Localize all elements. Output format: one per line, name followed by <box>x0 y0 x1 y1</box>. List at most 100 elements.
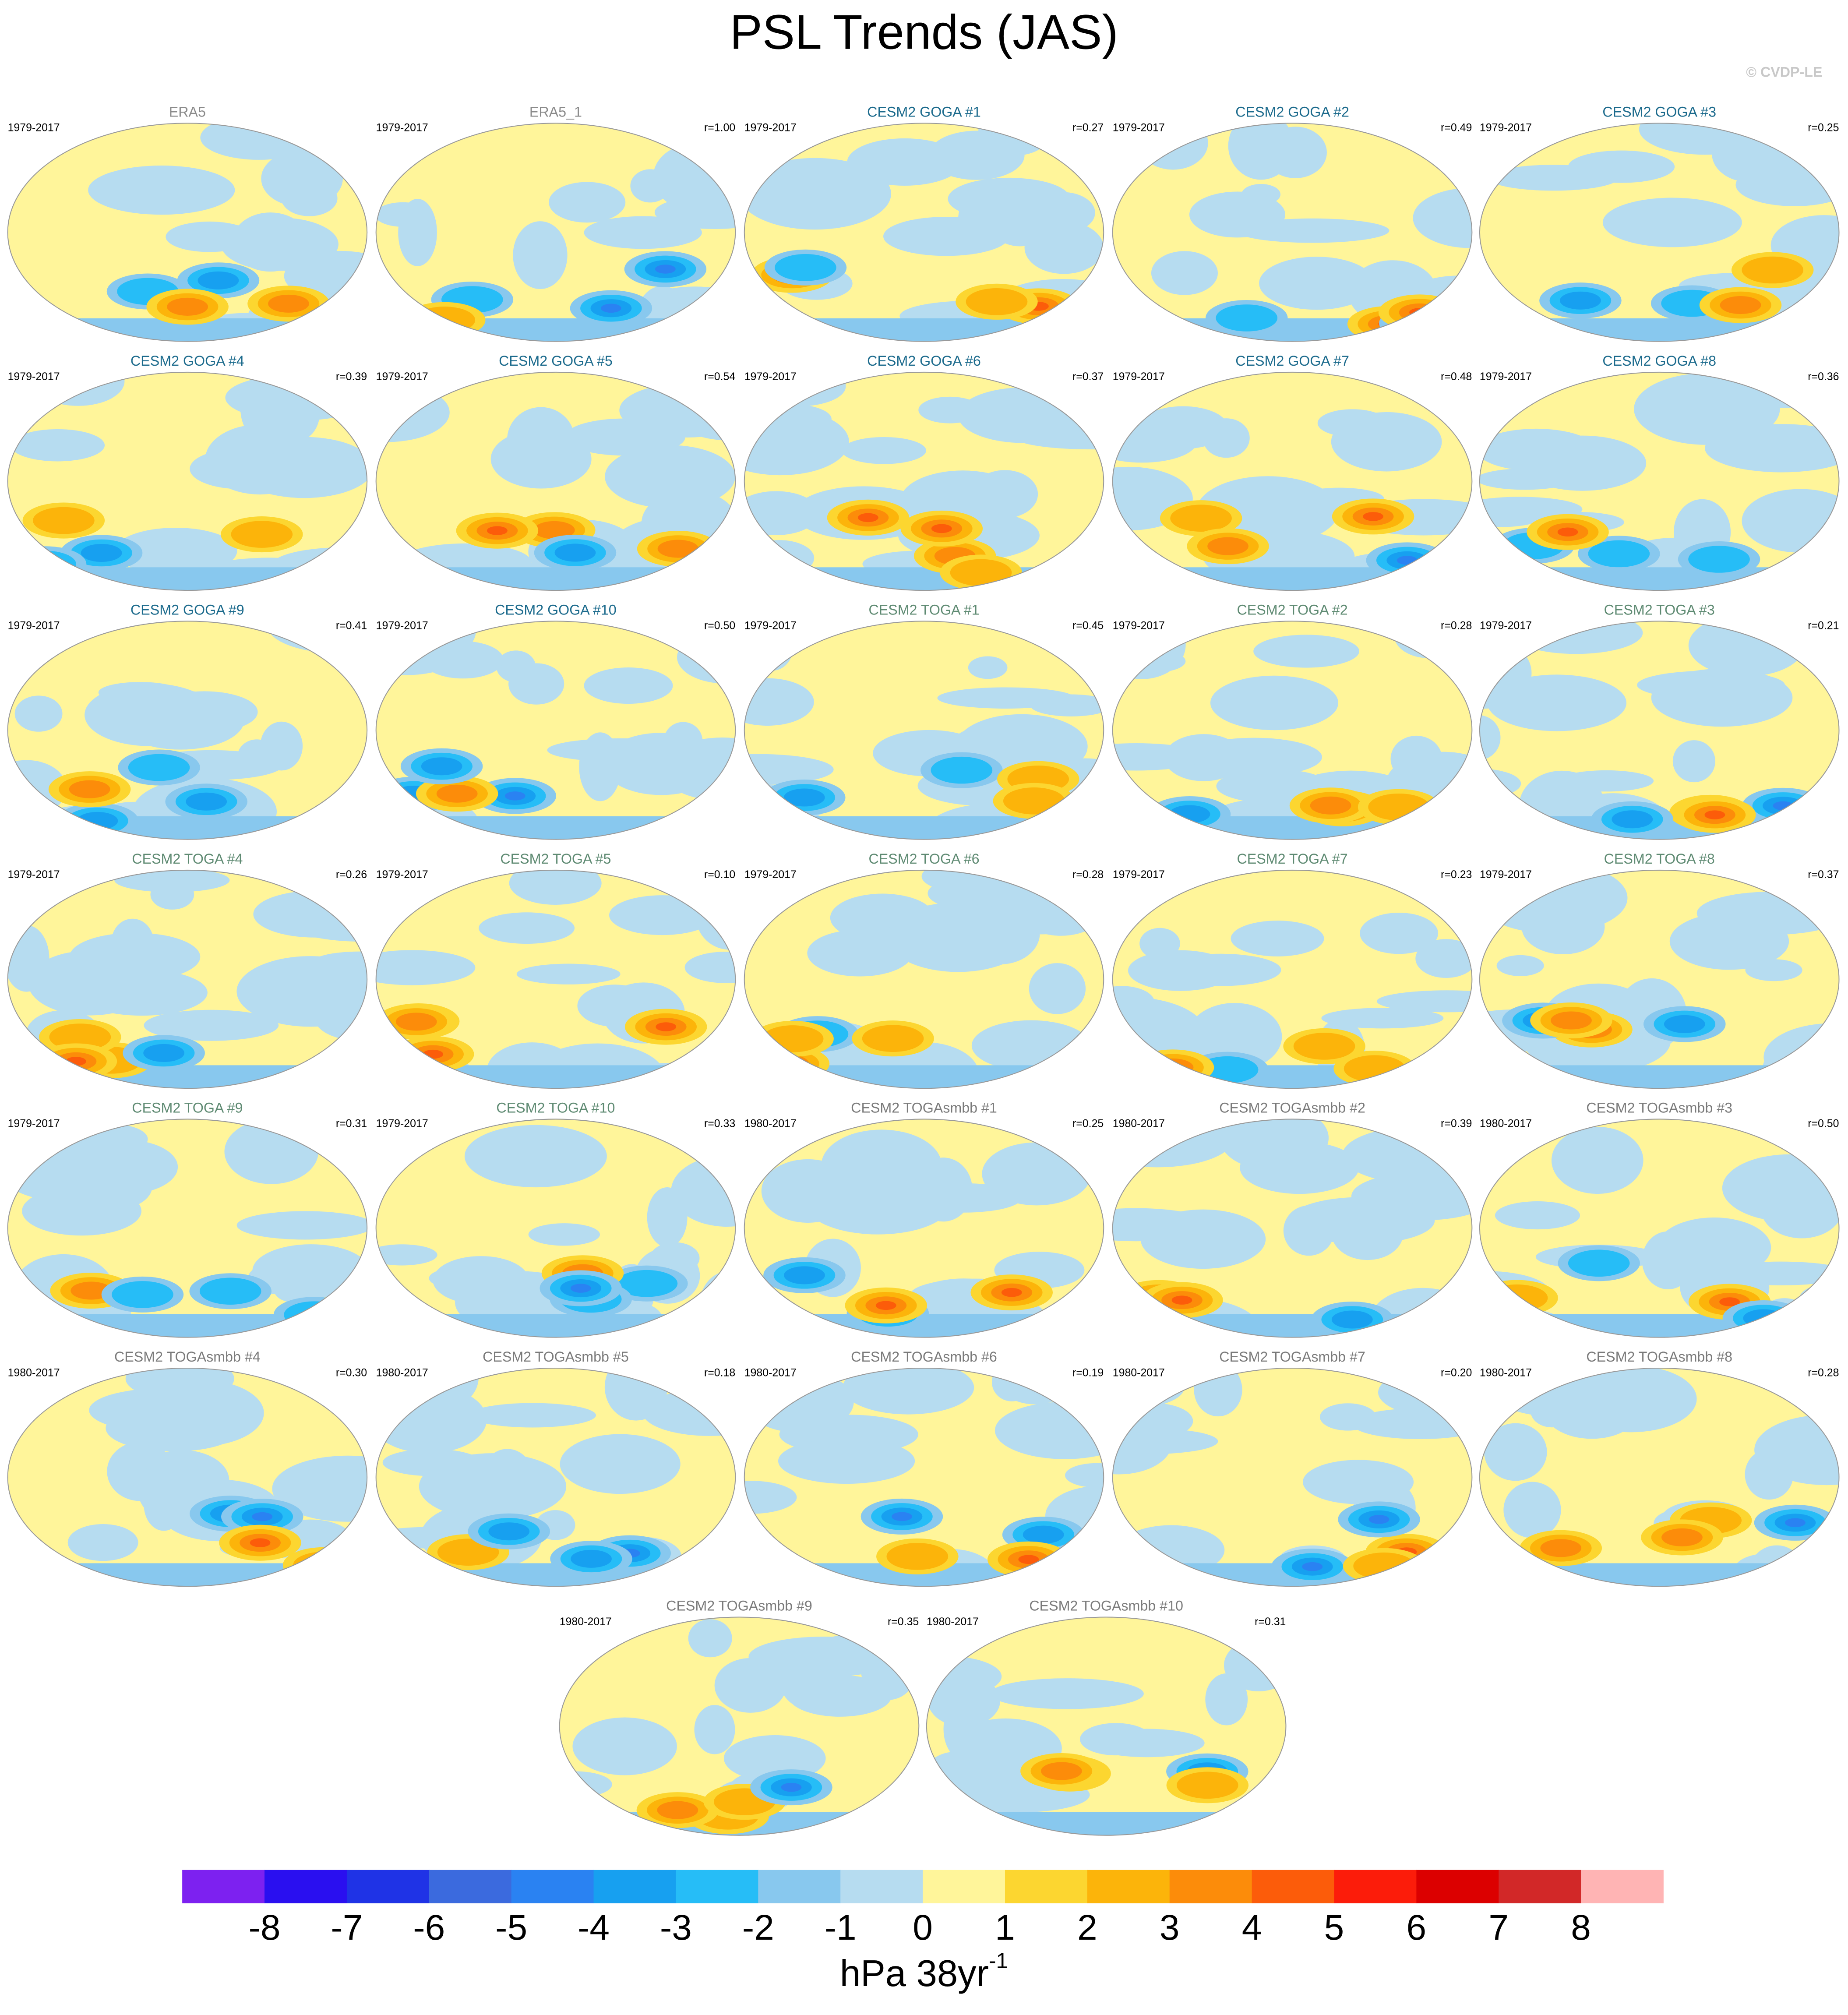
panel-r: r=0.28 <box>1441 620 1472 632</box>
field-patch <box>395 1013 437 1031</box>
panel-r: r=0.39 <box>336 371 367 383</box>
field-patch <box>958 387 1090 443</box>
field-patch <box>1228 123 1294 180</box>
field-patch <box>260 721 303 771</box>
polar-band <box>1479 1314 1839 1337</box>
field-patch <box>657 1801 698 1819</box>
field-patch <box>282 1547 365 1583</box>
panel-r: r=0.35 <box>888 1616 919 1628</box>
field-patch <box>978 123 1051 156</box>
field-patch <box>197 271 239 289</box>
field-patch <box>1023 1525 1064 1544</box>
colorbar-box <box>511 1870 594 1904</box>
polar-band <box>376 567 736 591</box>
map-field <box>1112 406 1472 591</box>
field-patch <box>653 144 735 211</box>
field-patch <box>571 1549 612 1568</box>
map-panel: CESM2 TOGA #7 1979-2017 r=0.23 <box>1112 851 1473 1089</box>
map-outline <box>1112 1119 1473 1338</box>
field-patch <box>892 1512 912 1521</box>
field-patch <box>504 791 525 801</box>
field-patch <box>1712 125 1789 183</box>
field-patch <box>1170 505 1232 532</box>
polar-band <box>376 318 736 342</box>
field-patch <box>660 737 736 801</box>
panel-period: 1980-2017 <box>376 1366 428 1379</box>
field-patch <box>744 754 834 785</box>
field-patch <box>778 1438 915 1484</box>
panel-title: CESM2 GOGA #3 <box>1602 104 1716 120</box>
panel-r: r=0.30 <box>336 1366 367 1379</box>
field-patch <box>1551 1011 1592 1030</box>
field-patch <box>413 306 476 334</box>
field-patch <box>549 182 626 223</box>
field-patch <box>714 1658 786 1713</box>
field-patch <box>376 950 476 985</box>
field-patch <box>1018 1555 1039 1564</box>
field-patch <box>11 429 105 462</box>
field-patch <box>657 540 699 558</box>
panel-r: r=0.10 <box>704 868 735 881</box>
field-patch <box>699 1271 736 1337</box>
field-patch <box>33 507 95 534</box>
field-patch <box>1588 540 1650 568</box>
map-outline <box>744 1367 1104 1587</box>
field-patch <box>1688 621 1805 677</box>
field-patch <box>199 1277 261 1305</box>
map-outline <box>375 371 736 591</box>
copyright: © CVDP-LE <box>1746 64 1822 80</box>
panel-period: 1979-2017 <box>8 371 60 383</box>
map-panel: CESM2 TOGAsmbb #8 1980-2017 r=0.28 <box>1479 1349 1840 1587</box>
colorbar-label: -3 <box>660 1908 692 1948</box>
map-outline <box>375 1119 736 1338</box>
field-patch <box>106 1405 241 1452</box>
field-patch <box>1140 1209 1266 1269</box>
map-outline <box>1479 1367 1840 1587</box>
field-patch <box>1742 256 1804 284</box>
field-patch <box>1743 1309 1785 1327</box>
field-patch <box>272 1455 367 1522</box>
panel-title: CESM2 TOGA #6 <box>868 851 979 867</box>
map-outline <box>1479 1119 1840 1338</box>
map-panel: CESM2 GOGA #2 1979-2017 r=0.49 <box>1112 104 1473 342</box>
panel-r: r=0.18 <box>704 1366 735 1379</box>
polar-band <box>744 567 1104 591</box>
field-patch <box>1205 1673 1248 1726</box>
panel-title: CESM2 GOGA #9 <box>130 602 244 618</box>
field-patch <box>1360 912 1439 954</box>
field-patch <box>1151 251 1218 295</box>
field-patch <box>1688 546 1750 573</box>
field-patch <box>85 683 216 746</box>
polar-band <box>376 816 736 840</box>
field-patch <box>77 812 118 830</box>
field-patch <box>71 1281 112 1300</box>
field-patch <box>554 543 596 562</box>
colorbar-box <box>1334 1870 1417 1904</box>
polar-band <box>744 1065 1104 1089</box>
panel-title: CESM2 TOGAsmbb #3 <box>1586 1100 1732 1116</box>
panel-r: r=0.21 <box>1808 620 1839 632</box>
panel-r: r=0.20 <box>1441 1366 1472 1379</box>
field-patch <box>488 1522 530 1541</box>
map-panel: CESM2 GOGA #4 1979-2017 r=0.39 <box>7 353 368 591</box>
field-patch <box>311 951 367 974</box>
field-patch <box>684 952 736 983</box>
polar-band <box>1112 1314 1472 1337</box>
polar-band <box>1479 1065 1839 1089</box>
map-outline <box>744 1119 1104 1338</box>
field-patch <box>69 932 201 981</box>
colorbar-box <box>923 1870 1005 1904</box>
field-patch <box>1283 1205 1335 1256</box>
field-patch <box>1139 928 1180 960</box>
map-field <box>1479 1368 1839 1587</box>
map-panel: CESM2 TOGAsmbb #1 1980-2017 r=0.25 <box>744 1100 1104 1338</box>
field-patch <box>236 1211 367 1240</box>
panel-period: 1979-2017 <box>376 620 428 632</box>
map-outline <box>744 869 1104 1089</box>
field-patch <box>284 251 367 301</box>
colorbar-box <box>1005 1870 1088 1904</box>
polar-band <box>376 1065 736 1089</box>
field-patch <box>1745 1449 1794 1500</box>
map-outline <box>7 621 368 840</box>
panel-period: 1979-2017 <box>1113 620 1165 632</box>
